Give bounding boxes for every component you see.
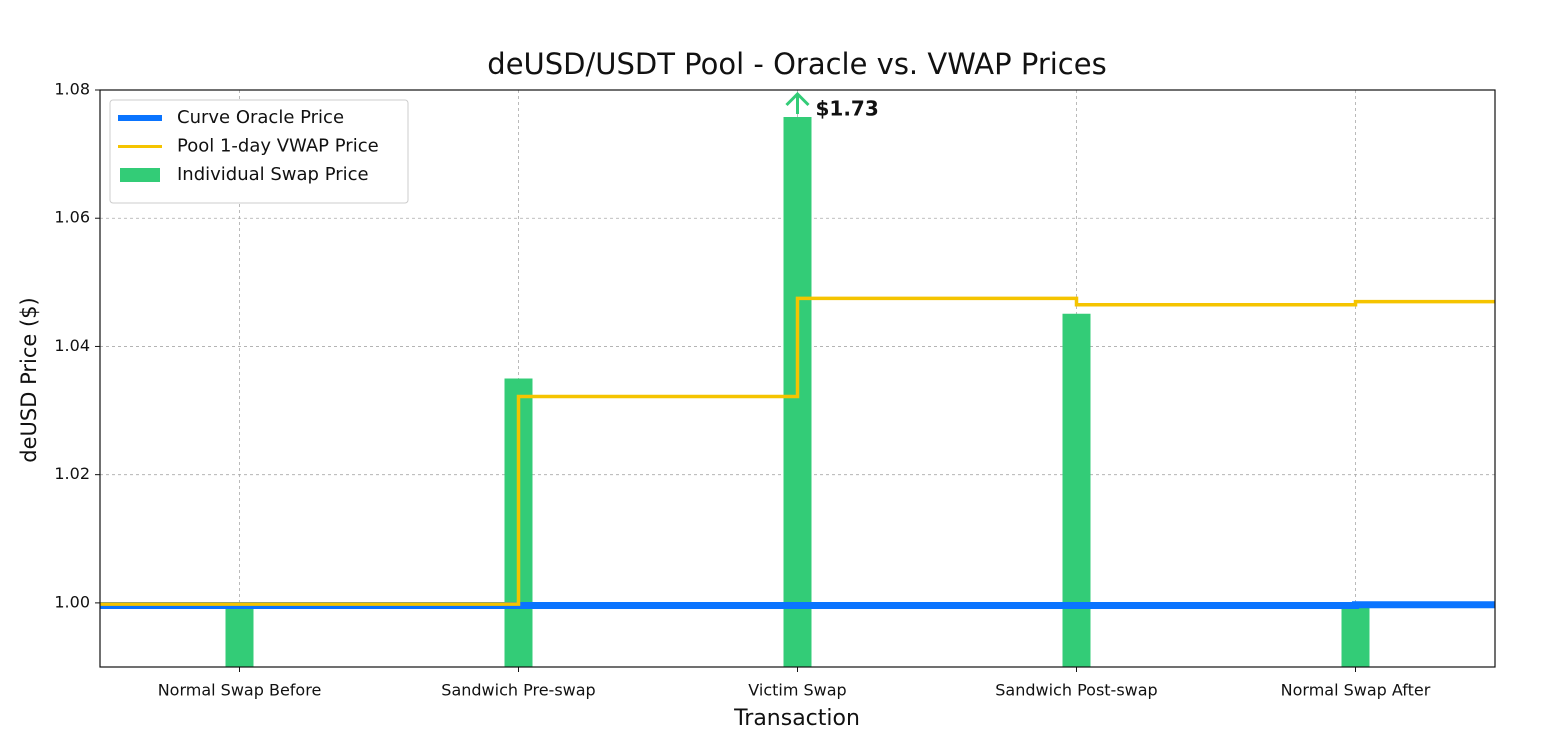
x-tick-label: Sandwich Pre-swap — [441, 681, 595, 700]
bar — [225, 607, 254, 667]
y-tick-label: 1.06 — [54, 208, 90, 227]
x-tick-label: Normal Swap After — [1281, 681, 1431, 700]
x-tick-label: Normal Swap Before — [158, 681, 322, 700]
legend-label: Curve Oracle Price — [177, 107, 344, 128]
legend-label: Pool 1-day VWAP Price — [177, 136, 379, 157]
y-tick-label: 1.02 — [54, 464, 90, 483]
annotation-arrow — [785, 91, 810, 114]
plot-frame — [99, 89, 1496, 668]
legend-box — [109, 99, 409, 204]
x-axis-label: Transaction — [733, 706, 860, 731]
bar — [1062, 313, 1091, 667]
x-tick-label: Sandwich Post-swap — [995, 681, 1157, 700]
legend-label: Individual Swap Price — [177, 164, 369, 185]
x-tick-label: Victim Swap — [748, 681, 846, 700]
y-axis-label: deUSD Price ($) — [17, 297, 41, 462]
y-tick-label: 1.08 — [54, 80, 90, 99]
y-tick-label: 1.00 — [54, 592, 90, 611]
legend: Curve Oracle Price Pool 1-day VWAP Price I… — [109, 99, 409, 204]
chart-title: deUSD/USDT Pool - Oracle vs. VWAP Prices — [487, 47, 1106, 81]
bar — [1341, 607, 1370, 667]
annotation: $1.73 — [816, 97, 879, 121]
step-line — [100, 296, 1495, 606]
y-tick-label: 1.04 — [54, 336, 90, 355]
legend-swatch — [120, 168, 160, 182]
